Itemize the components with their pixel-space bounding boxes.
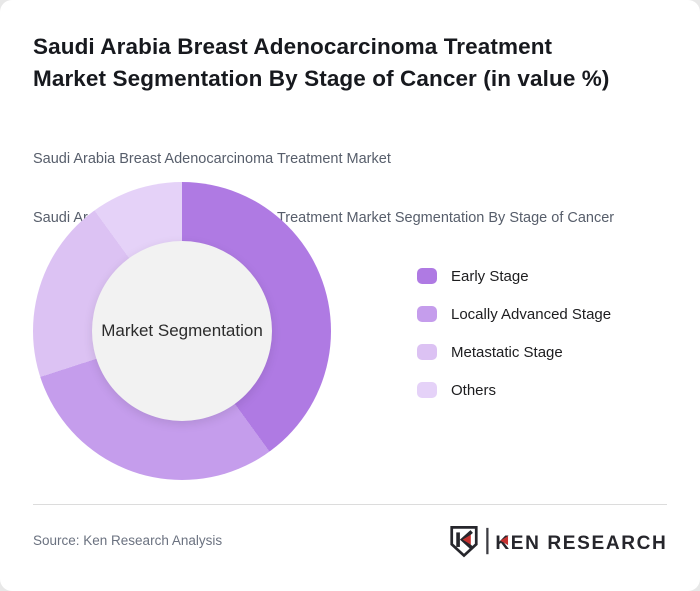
legend-item: Early Stage [417,267,611,285]
subtitle-line-1: Saudi Arabia Breast Adenocarcinoma Treat… [33,151,391,167]
page-title: Saudi Arabia Breast Adenocarcinoma Treat… [33,34,610,91]
donut-chart: Market Segmentation [33,182,331,480]
source-text: Source: Ken Research Analysis [33,533,223,548]
legend-label: Metastatic Stage [451,343,563,361]
donut-center: Market Segmentation [92,241,272,421]
logo-brand-text: KEN RESEARCH [495,533,667,554]
donut-center-label: Market Segmentation [101,321,263,340]
legend-swatch [417,306,437,322]
footer-divider [33,504,667,505]
legend-swatch [417,268,437,284]
logo-red-arrow-icon [500,536,509,546]
logo-divider [486,527,489,555]
legend-label: Others [451,381,497,399]
legend-label: Early Stage [451,267,529,285]
shield-red-arrow-icon [462,534,471,545]
legend-item: Others [417,381,611,399]
legend: Early Stage Locally Advanced Stage Metas… [417,267,612,399]
ken-research-logo: KEN RESEARCH [450,526,667,558]
legend-item: Metastatic Stage [417,343,611,361]
legend-item: Locally Advanced Stage [417,305,612,323]
legend-swatch [417,344,437,360]
shield-k-icon [450,526,478,558]
legend-swatch [417,382,437,398]
legend-label: Locally Advanced Stage [451,305,612,323]
